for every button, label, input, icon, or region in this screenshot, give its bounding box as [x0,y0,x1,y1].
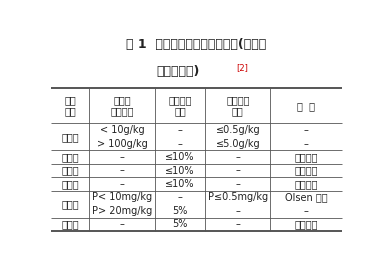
Text: 测定
项目: 测定 项目 [64,95,76,116]
Text: 5%: 5% [172,207,188,217]
Text: 硝态氮: 硝态氮 [61,179,79,189]
Text: 酚二磺酸: 酚二磺酸 [295,179,318,189]
Text: –: – [304,139,309,149]
Text: [2]: [2] [236,63,248,72]
Text: –: – [304,125,309,134]
Text: –: – [178,139,182,149]
Text: –: – [178,125,182,134]
Text: –: – [236,220,240,229]
Text: 5%: 5% [172,220,188,229]
Text: 有机质: 有机质 [61,132,79,142]
Text: 允许相对
极差: 允许相对 极差 [168,95,192,116]
Text: P> 20mg/kg: P> 20mg/kg [92,207,152,217]
Text: –: – [119,152,124,162]
Text: > 100g/kg: > 100g/kg [97,139,147,149]
Text: –: – [304,207,309,217]
Text: –: – [236,179,240,189]
Text: 碱解扩散: 碱解扩散 [295,152,318,162]
Text: –: – [119,220,124,229]
Text: ≤5.0g/kg: ≤5.0g/kg [216,139,260,149]
Text: 水解氮: 水解氮 [61,152,79,162]
Text: Olsen 浸提: Olsen 浸提 [285,192,327,202]
Text: 纳氏比色: 纳氏比色 [295,165,318,176]
Text: ≤10%: ≤10% [165,179,195,189]
Text: P≤0.5mg/kg: P≤0.5mg/kg [208,192,268,202]
Text: ≤10%: ≤10% [165,165,195,176]
Text: 最低、
最高含量: 最低、 最高含量 [110,95,134,116]
Text: 速效钾: 速效钾 [61,220,79,229]
Text: –: – [236,152,240,162]
Text: –: – [236,207,240,217]
Text: P< 10mg/kg: P< 10mg/kg [92,192,152,202]
Text: –: – [236,165,240,176]
Text: –: – [178,192,182,202]
Text: ≤10%: ≤10% [165,152,195,162]
Text: 铵态氮: 铵态氮 [61,165,79,176]
Text: 火焰光度: 火焰光度 [295,220,318,229]
Text: ≤0.5g/kg: ≤0.5g/kg [216,125,260,134]
Text: –: – [119,165,124,176]
Text: 定结果允差): 定结果允差) [157,65,200,79]
Text: 表 1  土壤养分测定的精度要求(平行测: 表 1 土壤养分测定的精度要求(平行测 [126,38,267,51]
Text: 备  注: 备 注 [297,101,315,111]
Text: < 10g/kg: < 10g/kg [100,125,144,134]
Text: 有效磷: 有效磷 [61,199,79,209]
Text: 允许绝对
极差: 允许绝对 极差 [226,95,250,116]
Text: –: – [119,179,124,189]
